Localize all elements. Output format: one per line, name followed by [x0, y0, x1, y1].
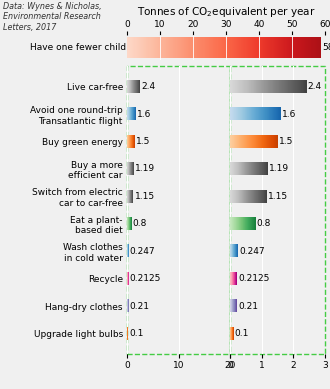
Text: 0.8: 0.8	[133, 219, 147, 228]
Text: 0.247: 0.247	[130, 247, 155, 256]
Text: 1.5: 1.5	[279, 137, 293, 146]
Text: 2.4: 2.4	[307, 82, 321, 91]
Text: 0.1: 0.1	[129, 329, 144, 338]
Text: Tonnes of CO$_2$equivalent per year: Tonnes of CO$_2$equivalent per year	[137, 5, 315, 19]
Text: 1.19: 1.19	[269, 165, 289, 173]
Text: 0.1: 0.1	[234, 329, 249, 338]
Text: 0.21: 0.21	[238, 301, 258, 310]
Text: 0.2125: 0.2125	[238, 274, 269, 283]
Text: Data: Wynes & Nicholas,
Environmental Research
Letters, 2017: Data: Wynes & Nicholas, Environmental Re…	[3, 2, 102, 32]
Text: 58.6: 58.6	[322, 43, 330, 52]
Text: 1.15: 1.15	[268, 192, 288, 201]
Text: 1.5: 1.5	[136, 137, 151, 146]
Text: 0.247: 0.247	[239, 247, 265, 256]
Text: 1.6: 1.6	[137, 110, 151, 119]
Text: 0.21: 0.21	[130, 301, 150, 310]
Text: 0.8: 0.8	[257, 219, 271, 228]
Text: 1.6: 1.6	[282, 110, 296, 119]
Text: 1.19: 1.19	[135, 165, 155, 173]
Text: 0.2125: 0.2125	[130, 274, 161, 283]
Text: 1.15: 1.15	[135, 192, 155, 201]
Text: 2.4: 2.4	[141, 82, 155, 91]
Text: Have one fewer child: Have one fewer child	[30, 43, 126, 52]
